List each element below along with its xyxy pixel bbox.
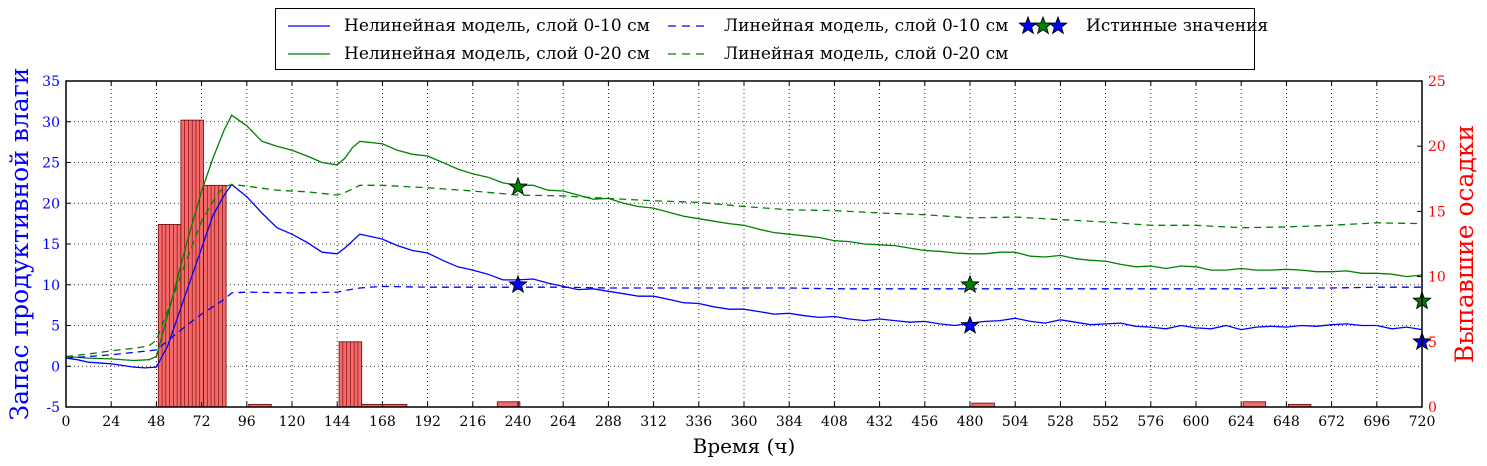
legend-label: Нелинейная модель, слой 0-20 см <box>344 44 650 64</box>
legend-entry: Нелинейная модель, слой 0-10 см <box>286 15 650 37</box>
x-tick-label: 696 <box>1363 414 1390 430</box>
x-tick-label: 624 <box>1228 414 1255 430</box>
precipitation-bars <box>157 119 1312 408</box>
x-tick-label: 240 <box>505 414 532 430</box>
legend-swatch-green-dashed <box>666 43 712 65</box>
x-tick-label: 408 <box>821 414 848 430</box>
true-value-star <box>508 176 528 196</box>
left-tick-label: 20 <box>42 196 60 212</box>
legend-label: Линейная модель, слой 0-20 см <box>724 44 1009 64</box>
left-axis-label: Запас продуктивной влаги <box>5 68 34 421</box>
left-axis-ticks: -5 0 5 10 15 20 25 30 35 <box>42 74 71 416</box>
x-tick-label: 336 <box>685 414 712 430</box>
legend-entry: Истинные значения <box>1018 15 1268 37</box>
legend-label: Нелинейная модель, слой 0-10 см <box>344 16 650 36</box>
x-tick-label: 96 <box>238 414 256 430</box>
legend-swatch-blue-dashed <box>666 15 712 37</box>
x-tick-label: 648 <box>1273 414 1300 430</box>
x-tick-label: 384 <box>776 414 803 430</box>
right-tick-label: 0 <box>1428 400 1437 416</box>
x-axis-ticks: 0 24 48 72 96 120 144 168 192 216 240 264 288 312 336 3… <box>62 81 1436 430</box>
x-tick-label: 264 <box>550 414 577 430</box>
legend-label: Истинные значения <box>1086 16 1269 36</box>
precipitation-bar <box>496 401 521 408</box>
x-tick-label: 120 <box>279 414 306 430</box>
series-line <box>65 183 1423 358</box>
legend-label: Линейная модель, слой 0-10 см <box>724 16 1009 36</box>
right-tick-label: 15 <box>1428 204 1446 220</box>
legend-star-icon <box>1018 15 1038 35</box>
legend-swatch-stars <box>1018 15 1074 37</box>
precipitation-bar <box>1242 401 1267 408</box>
series-line <box>65 183 1423 369</box>
legend-star-icon <box>1033 15 1053 35</box>
grid-lines <box>66 81 1422 407</box>
true-value-star <box>960 274 980 294</box>
x-tick-label: 432 <box>866 414 893 430</box>
true-value-star <box>508 274 528 294</box>
left-tick-label: 35 <box>42 74 60 90</box>
x-axis-label: Время (ч) <box>693 434 796 458</box>
right-axis-label: Выпавшие осадки <box>1450 125 1479 363</box>
left-tick-label: 30 <box>42 115 60 131</box>
left-tick-label: -5 <box>46 400 60 416</box>
right-tick-label: 5 <box>1428 335 1437 351</box>
x-tick-label: 24 <box>102 414 120 430</box>
x-tick-label: 672 <box>1318 414 1345 430</box>
legend-swatch-green-solid <box>286 43 332 65</box>
true-value-star <box>960 315 980 334</box>
left-tick-label: 10 <box>42 278 60 294</box>
x-tick-label: 288 <box>595 414 622 430</box>
x-tick-label: 72 <box>193 414 211 430</box>
x-tick-label: 144 <box>324 414 351 430</box>
left-tick-label: 25 <box>42 156 60 172</box>
right-tick-label: 10 <box>1428 270 1446 286</box>
left-tick-label: 15 <box>42 237 60 253</box>
legend-entry: Линейная модель, слой 0-20 см <box>666 43 1008 65</box>
legend-entry: Линейная модель, слой 0-10 см <box>666 15 1008 37</box>
x-tick-label: 456 <box>911 414 938 430</box>
right-tick-label: 25 <box>1428 74 1446 90</box>
x-tick-label: 312 <box>640 414 667 430</box>
x-tick-label: 0 <box>62 414 71 430</box>
legend-star-icon <box>1048 15 1068 35</box>
x-tick-label: 552 <box>1092 414 1119 430</box>
x-tick-label: 360 <box>731 414 758 430</box>
x-tick-label: 168 <box>369 414 396 430</box>
left-tick-label: 0 <box>51 359 60 375</box>
legend-entry: Нелинейная модель, слой 0-20 см <box>286 43 650 65</box>
right-tick-label: 20 <box>1428 139 1446 155</box>
x-tick-label: 480 <box>957 414 984 430</box>
x-tick-label: 48 <box>147 414 165 430</box>
x-tick-label: 504 <box>1002 414 1029 430</box>
x-tick-label: 216 <box>459 414 486 430</box>
legend-swatch-blue-solid <box>286 15 332 37</box>
x-tick-label: 528 <box>1047 414 1074 430</box>
x-tick-label: 576 <box>1137 414 1164 430</box>
x-tick-label: 600 <box>1183 414 1210 430</box>
left-tick-label: 5 <box>51 319 60 335</box>
legend: Нелинейная модель, слой 0-10 см Нелинейн… <box>275 8 1268 70</box>
series-line <box>65 114 1423 362</box>
right-axis-ticks: 0 5 10 15 20 25 <box>1417 74 1446 416</box>
x-tick-label: 720 <box>1409 414 1436 430</box>
x-tick-label: 192 <box>414 414 441 430</box>
